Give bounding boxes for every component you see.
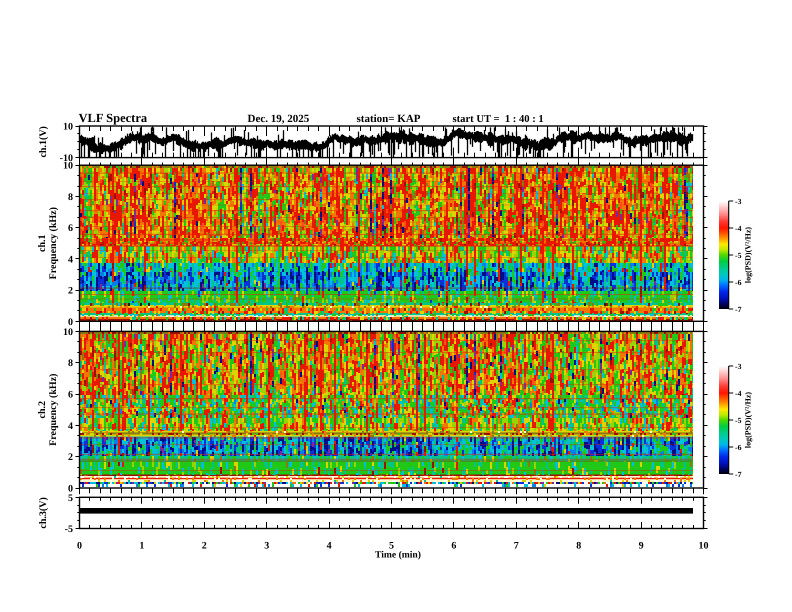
svg-text:-4: -4	[735, 389, 742, 398]
svg-text:6: 6	[68, 390, 73, 401]
svg-text:-7: -7	[735, 305, 742, 314]
svg-text:-6: -6	[735, 278, 742, 287]
svg-text:5: 5	[68, 493, 73, 504]
svg-text:0: 0	[77, 541, 82, 552]
svg-text:station= KAP: station= KAP	[357, 113, 421, 125]
svg-text:10: 10	[63, 161, 73, 172]
svg-text:6: 6	[451, 541, 456, 552]
svg-text:ch.1(V): ch.1(V)	[38, 126, 49, 157]
svg-text:log(PSD)(V²/Hz): log(PSD)(V²/Hz)	[744, 392, 753, 449]
svg-text:Dec. 19, 2025: Dec. 19, 2025	[248, 113, 310, 125]
svg-text:Frequency (kHz): Frequency (kHz)	[48, 374, 59, 446]
svg-text:start UT = 1 : 40 : 1: start UT = 1 : 40 : 1	[453, 114, 544, 125]
svg-text:ch.3(V): ch.3(V)	[38, 497, 49, 528]
svg-text:Time (min): Time (min)	[375, 550, 421, 561]
svg-text:log(PSD)(V²/Hz): log(PSD)(V²/Hz)	[744, 227, 753, 284]
svg-text:2: 2	[202, 541, 207, 552]
svg-text:10: 10	[63, 122, 73, 133]
svg-text:VLF Spectra: VLF Spectra	[79, 111, 148, 125]
svg-text:0: 0	[68, 317, 73, 328]
svg-text:-5: -5	[735, 251, 742, 260]
svg-text:1: 1	[139, 541, 144, 552]
svg-text:-4: -4	[735, 224, 742, 233]
svg-text:ch.2: ch.2	[37, 401, 48, 419]
svg-text:0: 0	[68, 484, 73, 495]
svg-text:5: 5	[389, 541, 394, 552]
svg-text:3: 3	[264, 541, 269, 552]
svg-text:Frequency (kHz): Frequency (kHz)	[48, 207, 59, 279]
svg-text:4: 4	[68, 421, 73, 432]
svg-text:-5: -5	[735, 416, 742, 425]
svg-text:4: 4	[68, 254, 73, 265]
svg-text:6: 6	[68, 223, 73, 234]
svg-text:7: 7	[514, 541, 519, 552]
svg-text:-3: -3	[735, 362, 742, 371]
svg-text:2: 2	[68, 286, 73, 297]
svg-text:ch.1: ch.1	[37, 234, 48, 252]
svg-text:8: 8	[68, 358, 73, 369]
svg-text:-10: -10	[60, 153, 73, 164]
svg-text:8: 8	[68, 192, 73, 203]
svg-text:8: 8	[576, 541, 581, 552]
svg-text:-6: -6	[735, 443, 742, 452]
svg-text:9: 9	[639, 541, 644, 552]
svg-text:-7: -7	[735, 470, 742, 479]
svg-text:10: 10	[699, 541, 709, 552]
svg-text:4: 4	[327, 541, 332, 552]
svg-text:-5: -5	[65, 524, 73, 535]
svg-text:-3: -3	[735, 197, 742, 206]
svg-text:10: 10	[63, 327, 73, 338]
svg-text:2: 2	[68, 452, 73, 463]
